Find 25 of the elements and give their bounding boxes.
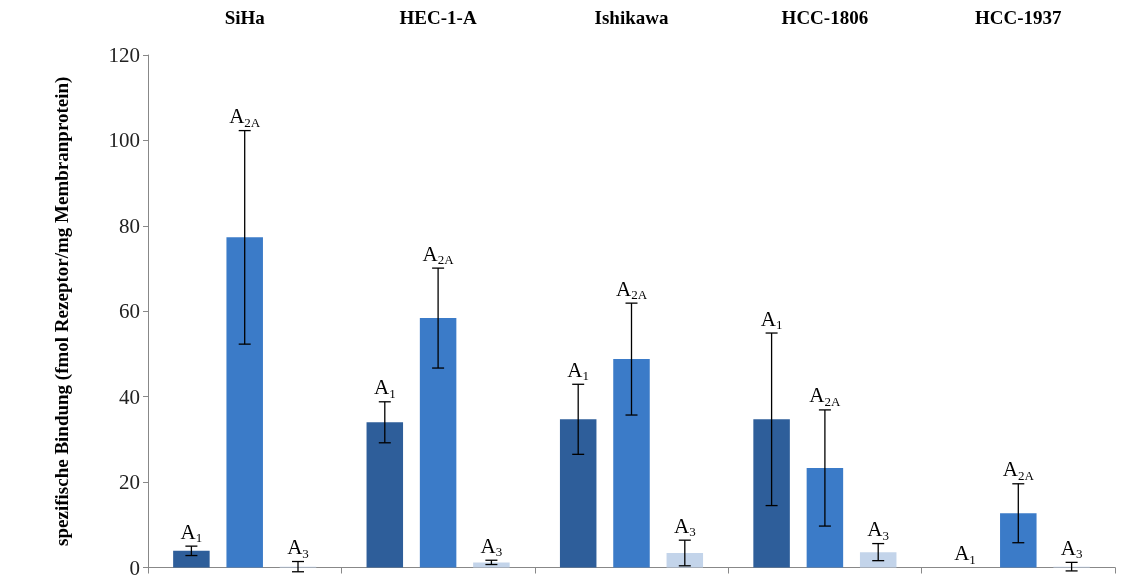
x-tick-label: Ishikawa <box>594 7 669 28</box>
bar <box>1000 513 1037 568</box>
bar <box>366 422 404 568</box>
bar <box>173 550 210 568</box>
y-axis-title: spezifische Bindung (fmol Rezeptor/mg Membranprotein) <box>50 76 73 546</box>
x-tick-label: HEC-1-A <box>399 7 477 28</box>
y-tick-label: 0 <box>129 555 140 578</box>
bar <box>806 467 844 568</box>
bar <box>419 318 457 568</box>
y-tick-label: 20 <box>119 470 140 495</box>
bar <box>226 237 263 568</box>
x-tick-label: HCC-1806 <box>781 7 869 28</box>
x-tick-label: SiHa <box>224 7 266 28</box>
y-tick-label: 60 <box>119 299 140 324</box>
y-tick-label: 120 <box>108 43 140 67</box>
bar <box>473 562 510 568</box>
y-tick-label: 100 <box>108 128 140 153</box>
y-tick-label: 80 <box>119 213 140 238</box>
x-tick-label: HCC-1937 <box>975 7 1063 28</box>
bar <box>559 419 597 568</box>
bar <box>613 359 650 568</box>
bar <box>666 552 704 568</box>
bar <box>859 552 897 568</box>
bar <box>753 419 790 568</box>
y-tick-label: 40 <box>119 384 140 409</box>
